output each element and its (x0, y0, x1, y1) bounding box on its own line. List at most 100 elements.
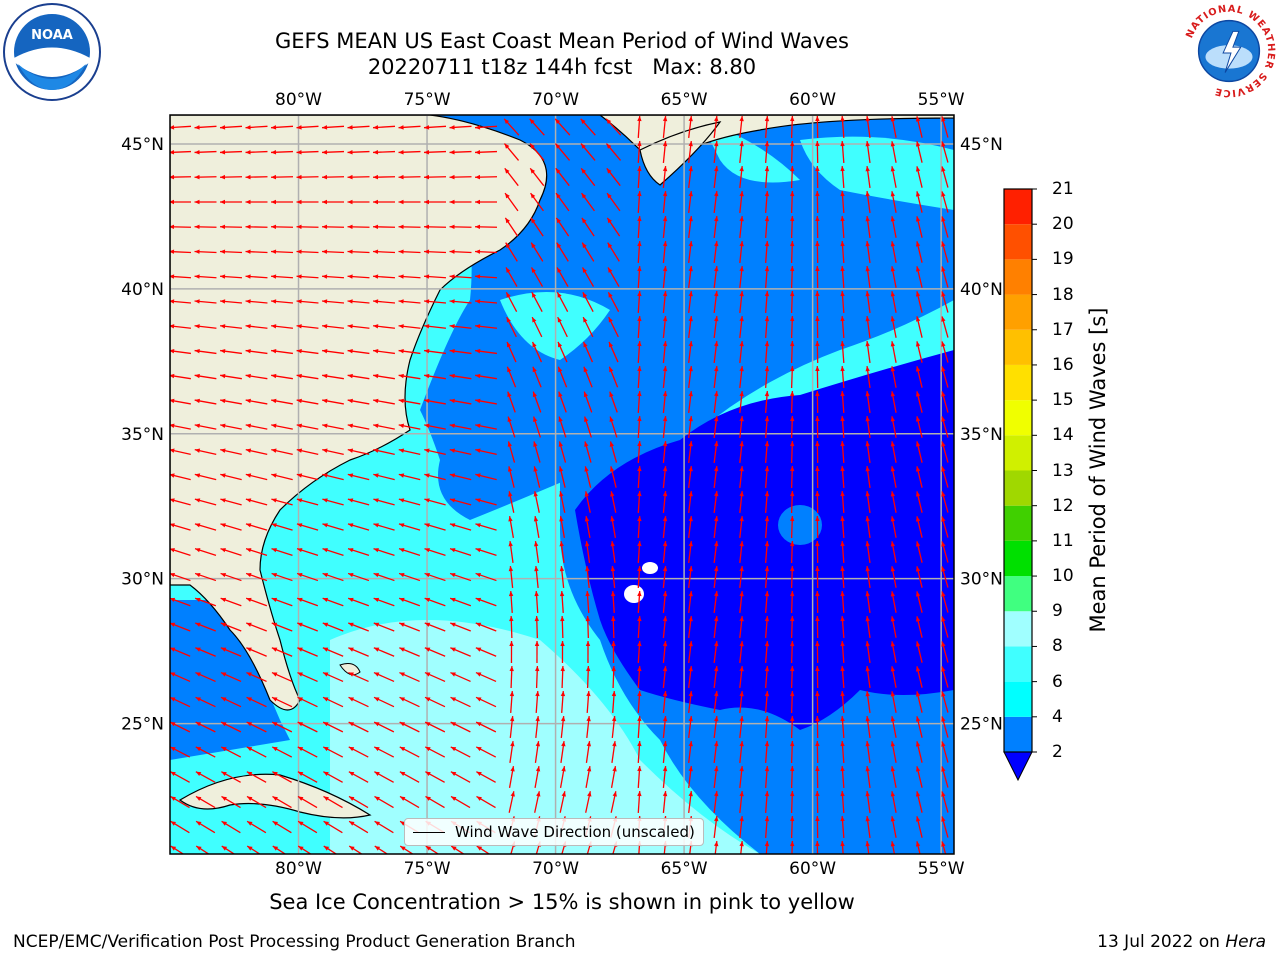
wave-direction-arrow (475, 597, 497, 607)
wave-direction-arrow (474, 174, 498, 180)
wave-direction-arrow (220, 548, 242, 556)
wave-direction-arrow (271, 523, 293, 531)
wave-direction-arrow (764, 540, 770, 564)
wave-direction-arrow (533, 491, 540, 513)
wave-direction-arrow (534, 640, 540, 664)
wave-direction-arrow (373, 473, 395, 481)
wave-direction-arrow (739, 165, 744, 189)
wave-direction-arrow (194, 423, 217, 430)
wave-direction-arrow (449, 150, 472, 155)
wave-direction-arrow (373, 622, 395, 632)
wave-direction-arrow (398, 498, 421, 506)
wave-direction-arrow (662, 540, 668, 564)
wave-direction-arrow (322, 349, 344, 355)
wave-direction-arrow (347, 349, 370, 355)
wave-direction-arrow (560, 665, 565, 689)
wave-direction-arrow (450, 771, 471, 783)
wave-direction-arrow (475, 647, 497, 657)
wave-direction-arrow (865, 441, 871, 463)
colorbar-tick-label: 10 (1052, 566, 1074, 587)
wave-direction-arrow (865, 591, 871, 613)
wave-direction-arrow (219, 150, 243, 155)
wave-direction-arrow (270, 224, 294, 230)
wave-direction-arrow (865, 141, 871, 163)
wave-direction-arrow (608, 366, 619, 388)
wave-direction-arrow (509, 715, 515, 739)
colorbar-tick-label: 6 (1052, 671, 1063, 692)
wave-direction-arrow (915, 841, 921, 854)
chart-title: GEFS MEAN US East Coast Mean Period of W… (275, 29, 849, 53)
wave-direction-arrow (713, 191, 719, 213)
wave-direction-arrow (865, 216, 871, 238)
wave-direction-arrow (322, 572, 344, 582)
wave-direction-arrow (529, 118, 545, 136)
wave-direction-arrow (271, 473, 293, 481)
wave-direction-arrow (941, 566, 949, 588)
wave-direction-arrow (560, 715, 566, 739)
wave-direction-arrow (398, 274, 421, 279)
wave-direction-arrow (815, 140, 820, 164)
wave-direction-arrow (865, 791, 871, 813)
wave-direction-arrow (271, 622, 293, 632)
wave-direction-arrow (815, 715, 820, 739)
wave-direction-arrow (815, 615, 820, 639)
wave-direction-arrow (296, 423, 319, 430)
wave-direction-arrow (790, 440, 795, 464)
wave-direction-arrow (398, 597, 421, 607)
colorbar-under-arrow (1003, 751, 1033, 782)
wave-direction-arrow (764, 615, 770, 639)
wave-direction-arrow (790, 365, 795, 389)
wave-direction-arrow (606, 192, 621, 212)
wave-direction-arrow (423, 150, 447, 155)
wave-direction-arrow (890, 116, 897, 138)
lat-tick-right: 30°N (960, 570, 1003, 590)
wave-direction-arrow (764, 490, 770, 514)
wave-direction-arrow (713, 566, 719, 588)
colorbar-segment (1004, 576, 1032, 612)
wave-direction-arrow (534, 615, 540, 639)
wave-direction-arrow (739, 815, 744, 839)
wave-direction-arrow (637, 315, 642, 339)
wave-direction-arrow (194, 150, 217, 155)
wave-direction-arrow (556, 267, 569, 287)
wave-direction-arrow (815, 390, 820, 414)
wave-direction-arrow (915, 816, 923, 838)
wave-direction-arrow (608, 341, 619, 363)
wave-direction-arrow (475, 671, 497, 683)
wave-direction-arrow (423, 249, 447, 254)
wave-direction-arrow (688, 741, 693, 763)
wave-direction-arrow (347, 473, 370, 481)
wave-direction-arrow (915, 441, 923, 463)
island-bermuda-b (624, 585, 644, 603)
wave-direction-arrow (245, 150, 268, 155)
noaa-logo-text: NOAA (31, 28, 73, 43)
wave-direction-arrow (508, 541, 514, 563)
wave-direction-arrow (941, 216, 949, 238)
wave-direction-arrow (662, 590, 668, 614)
wave-direction-arrow (529, 143, 545, 161)
wave-direction-arrow (272, 771, 292, 783)
wave-direction-arrow (840, 640, 845, 664)
wave-direction-arrow (865, 391, 871, 413)
wave-direction-arrow (220, 349, 242, 355)
chart-subtitle-run: 20220711 t18z 144h fcst Max: 8.80 (367, 55, 757, 79)
wave-direction-arrow (581, 217, 595, 237)
wave-direction-arrow (509, 640, 514, 664)
wave-direction-arrow (915, 266, 923, 288)
wave-direction-arrow (840, 140, 845, 164)
wave-direction-arrow (739, 590, 744, 614)
wave-direction-arrow (398, 299, 421, 304)
wave-direction-arrow (475, 746, 497, 758)
wave-direction-arrow (915, 391, 923, 413)
colorbar-segment (1004, 435, 1032, 471)
wave-direction-arrow (347, 597, 370, 607)
wave-direction-arrow (840, 590, 845, 614)
wave-direction-arrow (713, 291, 719, 313)
wave-direction-arrow (347, 448, 370, 456)
wave-direction-arrow (270, 299, 294, 304)
wave-direction-arrow (790, 540, 795, 564)
wave-direction-arrow (662, 515, 668, 539)
wave-direction-arrow (221, 771, 241, 783)
wave-direction-arrow (713, 216, 719, 238)
wave-direction-arrow (560, 690, 566, 714)
